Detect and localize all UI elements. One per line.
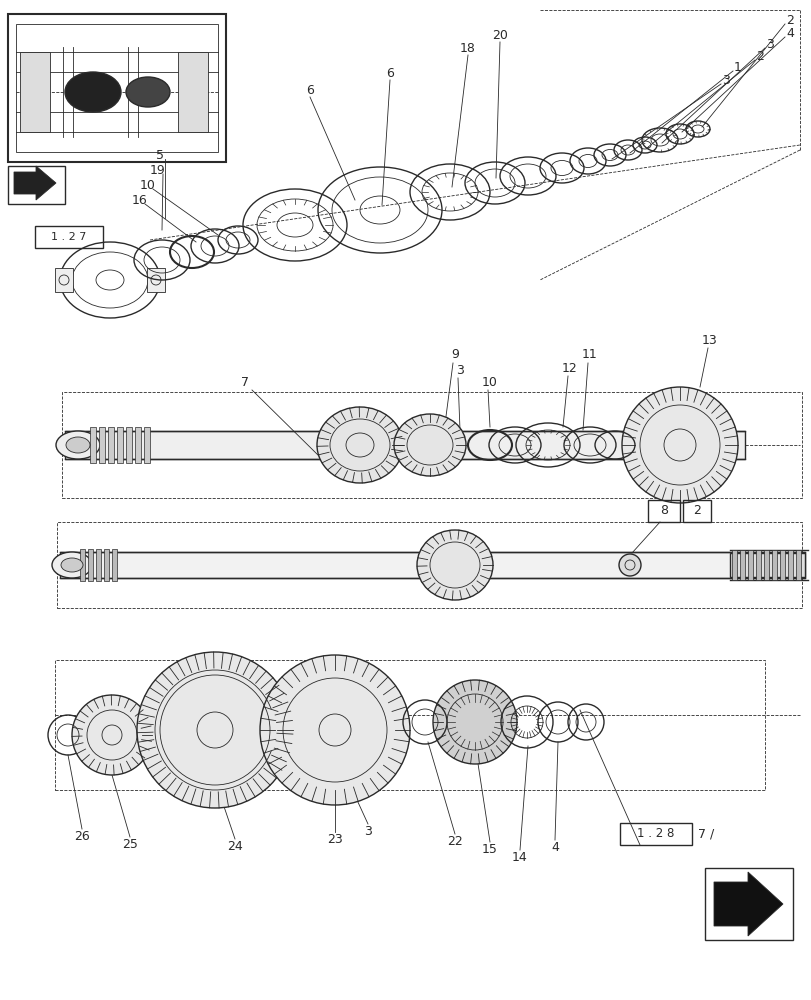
Bar bbox=[763, 550, 768, 580]
Bar bbox=[135, 427, 141, 463]
Ellipse shape bbox=[432, 680, 517, 764]
Text: 25: 25 bbox=[122, 838, 138, 851]
Text: 15: 15 bbox=[482, 843, 497, 856]
Bar bbox=[729, 553, 804, 577]
Text: 14: 14 bbox=[512, 851, 527, 864]
Bar bbox=[55, 660, 764, 790]
Text: 10: 10 bbox=[139, 179, 156, 192]
Bar bbox=[178, 52, 208, 132]
Text: 7: 7 bbox=[241, 375, 249, 388]
Bar bbox=[704, 868, 792, 940]
Text: 3: 3 bbox=[456, 363, 463, 376]
Bar bbox=[779, 550, 784, 580]
Text: 7 /: 7 / bbox=[697, 827, 713, 840]
Text: 24: 24 bbox=[227, 840, 242, 853]
Bar bbox=[682, 500, 710, 522]
Bar bbox=[60, 552, 804, 578]
Text: 1 . 2 8: 1 . 2 8 bbox=[637, 827, 674, 840]
Bar bbox=[20, 52, 50, 132]
Bar bbox=[620, 823, 691, 845]
Bar bbox=[96, 549, 101, 581]
Ellipse shape bbox=[56, 431, 100, 459]
Polygon shape bbox=[14, 166, 56, 200]
Ellipse shape bbox=[417, 530, 492, 600]
Bar bbox=[55, 268, 73, 292]
Text: 18: 18 bbox=[460, 42, 475, 55]
Text: 8: 8 bbox=[659, 504, 667, 518]
Bar bbox=[108, 427, 114, 463]
Text: 12: 12 bbox=[561, 361, 577, 374]
Text: 22: 22 bbox=[447, 835, 462, 848]
Bar bbox=[771, 550, 776, 580]
Ellipse shape bbox=[66, 437, 90, 453]
Bar bbox=[16, 24, 217, 152]
Ellipse shape bbox=[72, 695, 152, 775]
Bar bbox=[35, 226, 103, 248]
Bar bbox=[647, 500, 679, 522]
Text: 9: 9 bbox=[450, 349, 458, 361]
Text: 3: 3 bbox=[765, 38, 773, 51]
Text: 16: 16 bbox=[132, 194, 148, 207]
Bar bbox=[90, 427, 96, 463]
Text: 4: 4 bbox=[551, 841, 558, 854]
Text: 1: 1 bbox=[733, 61, 741, 74]
Bar bbox=[88, 549, 93, 581]
Bar bbox=[731, 550, 736, 580]
Bar bbox=[787, 550, 792, 580]
Ellipse shape bbox=[65, 72, 121, 112]
Text: 20: 20 bbox=[491, 29, 508, 42]
Text: 10: 10 bbox=[482, 375, 497, 388]
Ellipse shape bbox=[316, 407, 402, 483]
Bar bbox=[147, 268, 165, 292]
Bar bbox=[112, 549, 117, 581]
Text: 6: 6 bbox=[306, 84, 314, 97]
Text: 26: 26 bbox=[74, 830, 90, 843]
Ellipse shape bbox=[61, 558, 83, 572]
Ellipse shape bbox=[393, 414, 466, 476]
Bar bbox=[62, 392, 801, 498]
Ellipse shape bbox=[621, 387, 737, 503]
Bar bbox=[104, 549, 109, 581]
Text: 23: 23 bbox=[327, 833, 342, 846]
Text: 6: 6 bbox=[385, 67, 393, 80]
Text: 11: 11 bbox=[581, 349, 597, 361]
Text: 1 . 2 7: 1 . 2 7 bbox=[51, 232, 87, 242]
Ellipse shape bbox=[137, 652, 293, 808]
Bar bbox=[126, 427, 132, 463]
Bar bbox=[65, 431, 744, 459]
Text: 2: 2 bbox=[693, 504, 700, 518]
Bar bbox=[57, 522, 801, 608]
Ellipse shape bbox=[260, 655, 410, 805]
Bar bbox=[747, 550, 752, 580]
Polygon shape bbox=[713, 872, 782, 936]
Bar bbox=[739, 550, 744, 580]
Text: 13: 13 bbox=[702, 334, 717, 347]
Bar bbox=[755, 550, 760, 580]
Bar bbox=[795, 550, 800, 580]
Text: 5: 5 bbox=[156, 149, 164, 162]
Text: 4: 4 bbox=[785, 27, 793, 40]
Text: 3: 3 bbox=[363, 825, 371, 838]
Text: 19: 19 bbox=[150, 164, 165, 177]
Bar bbox=[80, 549, 85, 581]
Bar bbox=[144, 427, 150, 463]
Text: 3: 3 bbox=[721, 74, 729, 87]
Ellipse shape bbox=[126, 77, 169, 107]
Bar bbox=[99, 427, 105, 463]
Text: 2: 2 bbox=[755, 50, 763, 63]
Text: 2: 2 bbox=[785, 14, 793, 27]
Ellipse shape bbox=[52, 552, 92, 578]
Circle shape bbox=[618, 554, 640, 576]
Bar bbox=[117, 427, 122, 463]
Bar bbox=[8, 14, 225, 162]
Bar bbox=[8, 166, 65, 204]
